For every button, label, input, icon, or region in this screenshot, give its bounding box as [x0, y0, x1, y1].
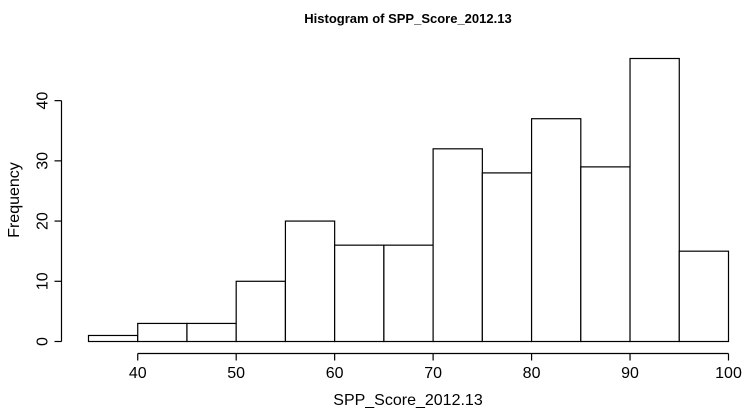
histogram-bar — [530, 118, 582, 343]
x-tick-label: 70 — [424, 365, 442, 382]
y-axis: 0 10 20 30 40 — [35, 92, 63, 346]
histogram-bar — [629, 57, 680, 343]
histogram-bar — [334, 244, 385, 343]
histogram-bar — [432, 148, 483, 343]
histogram-bar — [186, 322, 237, 343]
x-tick-label: 80 — [523, 365, 541, 382]
histogram-bar — [284, 220, 336, 343]
x-tick-label: 100 — [715, 365, 742, 382]
y-tick-label: 40 — [35, 92, 52, 110]
histogram-bar — [678, 250, 730, 343]
x-axis-label: SPP_Score_2012.13 — [333, 392, 483, 409]
y-axis-label: Frequency — [6, 162, 23, 238]
chart-title: Histogram of SPP_Score_2012.13 — [304, 11, 511, 26]
x-tick-label: 60 — [326, 365, 344, 382]
y-tick-label: 20 — [35, 212, 52, 230]
histogram-bar — [383, 244, 434, 343]
x-tick-label: 50 — [227, 365, 245, 382]
x-axis: 40 50 60 70 80 90 100 — [129, 352, 742, 382]
histogram-bar — [137, 322, 188, 343]
y-tick-label: 0 — [35, 337, 52, 346]
y-tick-label: 30 — [35, 152, 52, 170]
histogram-bar — [87, 334, 139, 343]
x-tick-label: 90 — [621, 365, 639, 382]
histogram-bar — [481, 172, 533, 343]
y-tick-label: 10 — [35, 272, 52, 290]
bars-group — [87, 57, 730, 343]
histogram-bar — [235, 280, 287, 343]
histogram-bar — [580, 166, 631, 343]
x-tick-label: 40 — [129, 365, 147, 382]
